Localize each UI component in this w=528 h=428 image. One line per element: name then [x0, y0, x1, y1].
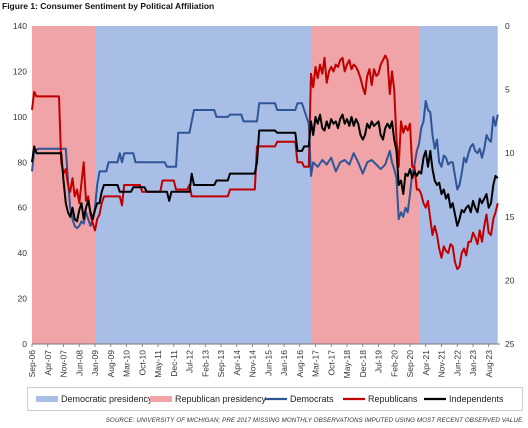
- shade-democratic-3: [419, 26, 498, 344]
- legend-republican-presidency-swatch: [150, 396, 172, 402]
- legend-republicans-label: Republicans: [368, 394, 418, 404]
- x-tick-label: Nov-14: [248, 350, 258, 378]
- y-right-tick-label: 5: [505, 85, 510, 95]
- x-tick-label: Mar-17: [311, 350, 321, 377]
- x-tick-label: Jan-09: [90, 350, 100, 376]
- x-tick-label: Sep-13: [216, 350, 226, 378]
- x-tick-label: Nov-07: [59, 350, 69, 378]
- y-right-tick-label: 15: [505, 212, 515, 222]
- legend-democratic-presidency-swatch: [36, 396, 58, 402]
- legend: Democratic presidency Republican presiden…: [36, 394, 504, 404]
- legend-democratic-presidency-label: Democratic presidency: [61, 394, 153, 404]
- legend-republican-presidency-label: Republican presidency: [175, 394, 267, 404]
- figure-title: Figure 1: Consumer Sentiment by Politica…: [2, 1, 215, 11]
- legend-frame: [27, 387, 523, 411]
- x-tick-label: Apr-14: [232, 350, 242, 376]
- x-tick-label: Dec-18: [358, 350, 368, 378]
- y-left-tick-label: 140: [13, 21, 27, 31]
- y-left-tick-label: 80: [18, 157, 28, 167]
- x-tick-label: Oct-10: [137, 350, 147, 376]
- x-tick-label: Apr-07: [43, 350, 53, 376]
- x-tick-label: Feb-13: [200, 350, 210, 377]
- line-republicans: [31, 54, 499, 270]
- x-tick-label: Jan-16: [279, 350, 289, 376]
- y-left-tick-label: 0: [22, 339, 27, 349]
- legend-democrats-label: Democrats: [290, 394, 334, 404]
- x-tick-label: Sep-06: [27, 350, 37, 378]
- x-tick-label: May-11: [153, 350, 163, 378]
- line-democrats: [31, 100, 499, 230]
- x-tick-label: Jul-19: [374, 350, 384, 373]
- y-right-tick-label: 20: [505, 275, 515, 285]
- y-left-tick-label: 40: [18, 248, 28, 258]
- y-left-tick-label: 120: [13, 66, 27, 76]
- x-tick-label: Nov-21: [437, 350, 447, 378]
- y-left-tick-label: 100: [13, 112, 27, 122]
- x-tick-label: Aug-23: [484, 350, 494, 378]
- x-tick-label: Aug-16: [295, 350, 305, 378]
- x-tick-label: Jan-23: [468, 350, 478, 376]
- legend-independents-label: Independents: [449, 394, 504, 404]
- axes: 0 20 40 60 80 100 120 140 0 5 10 15 20 25 Sep-06 Apr-07…: [13, 21, 515, 378]
- shade-republican-2: [311, 26, 419, 344]
- x-tick-label: Jun-08: [74, 350, 84, 376]
- x-tick-label: Mar-10: [122, 350, 132, 377]
- y-left-tick-label: 60: [18, 203, 28, 213]
- y-right-tick-label: 10: [505, 148, 515, 158]
- series-lines: [31, 54, 499, 270]
- x-tick-label: Oct-17: [326, 350, 336, 376]
- x-tick-label: Sep-20: [405, 350, 415, 378]
- x-tick-label: Aug-09: [106, 350, 116, 378]
- y-right-tick-label: 25: [505, 339, 515, 349]
- x-tick-label: Jun-22: [452, 350, 462, 376]
- x-tick-label: Feb-20: [389, 350, 399, 377]
- x-tick-label: May-18: [342, 350, 352, 379]
- x-tick-label: Dec-11: [169, 350, 179, 377]
- x-tick-label: Jul-12: [185, 350, 195, 373]
- presidency-shading: [32, 26, 498, 344]
- x-tick-label: Apr-21: [421, 350, 431, 376]
- line-independents: [31, 113, 499, 227]
- y-right-tick-label: 0: [505, 21, 510, 31]
- x-tick-label: Jun-15: [263, 350, 273, 376]
- y-left-tick-label: 20: [18, 294, 28, 304]
- source-note: SOURCE: UNIVERSITY OF MICHIGAN; PRE 2017…: [105, 417, 524, 424]
